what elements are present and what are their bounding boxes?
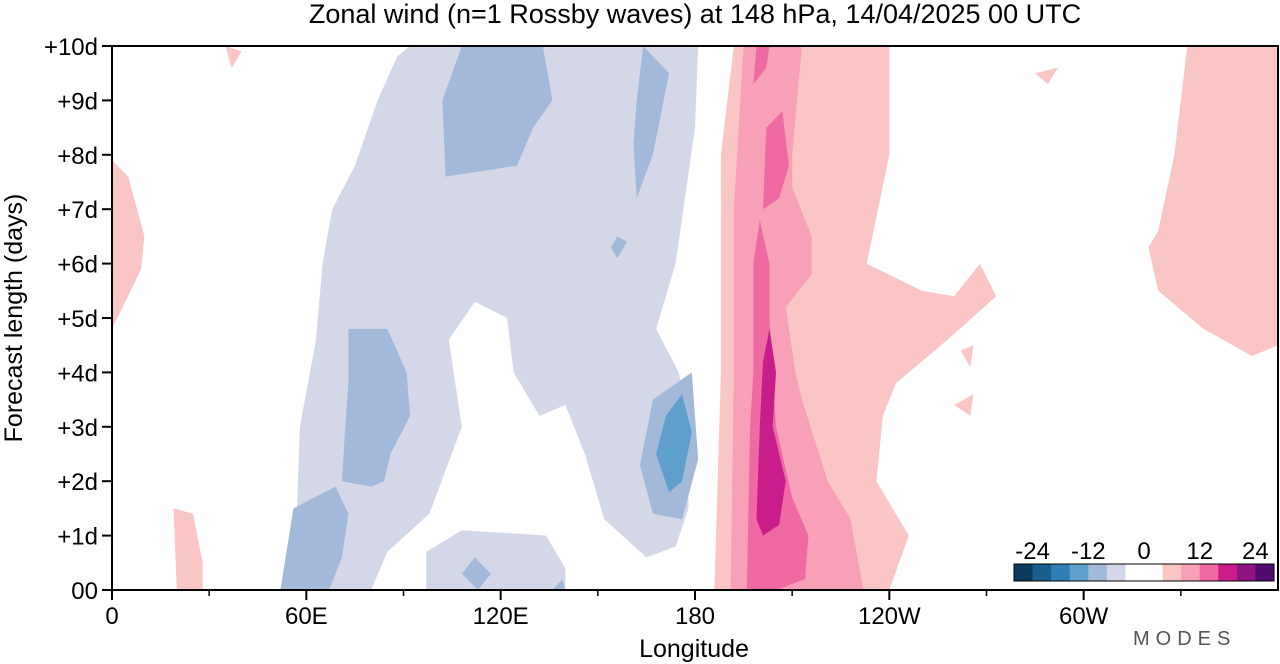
x-tick-label: 60E bbox=[285, 603, 328, 630]
contour-region-3-7 bbox=[960, 345, 974, 367]
contour-region-2-0 bbox=[656, 394, 692, 493]
contour-region-1-3 bbox=[633, 46, 670, 199]
plot-area: 0 60E 120E 180 120W 60W 00 +1d +2d +3d +4d +5d +6d +… bbox=[44, 34, 1279, 630]
x-tick-label: 120W bbox=[858, 603, 921, 630]
y-tick-label: 00 bbox=[71, 578, 98, 605]
colorbar-swatch bbox=[1051, 564, 1071, 581]
colorbar-swatch bbox=[1144, 564, 1163, 581]
x-tick-label: 0 bbox=[105, 603, 118, 630]
colorbar-swatch bbox=[1181, 564, 1201, 581]
y-axis: 00 +1d +2d +3d +4d +5d +6d +7d +8d +9d +10d bbox=[44, 34, 112, 605]
contour-region-5-2 bbox=[753, 46, 770, 85]
y-tick-label: +9d bbox=[57, 88, 98, 115]
contour-region-3-1 bbox=[112, 160, 145, 329]
y-tick-label: +10d bbox=[44, 34, 98, 61]
colorbar-swatch bbox=[1106, 564, 1126, 581]
colorbar-swatch bbox=[1199, 564, 1219, 581]
x-tick-label: 60W bbox=[1059, 603, 1109, 630]
colorbar-label: -12 bbox=[1071, 538, 1106, 565]
colorbar-swatch bbox=[1088, 564, 1108, 581]
y-tick-label: +8d bbox=[57, 143, 98, 170]
contour-region-3-2 bbox=[173, 508, 203, 590]
colorbar-swatch bbox=[1255, 564, 1275, 581]
colorbar-swatch bbox=[1125, 564, 1145, 581]
contour-region-3-4 bbox=[1148, 46, 1278, 357]
colorbar-swatch bbox=[1032, 564, 1052, 581]
contour-region-3-3 bbox=[225, 46, 242, 68]
y-tick-label: +1d bbox=[57, 524, 98, 551]
x-tick-label: 180 bbox=[675, 603, 715, 630]
y-tick-label: +7d bbox=[57, 197, 98, 224]
colorbar-label: -24 bbox=[1015, 538, 1050, 565]
y-axis-label: Forecast length (days) bbox=[0, 194, 28, 443]
modes-logo: MODES bbox=[1133, 628, 1236, 650]
colorbar-label: 12 bbox=[1186, 538, 1213, 565]
contour-region-3-5 bbox=[1035, 67, 1058, 85]
y-tick-label: +5d bbox=[57, 306, 98, 333]
contour-region-1-4 bbox=[610, 236, 627, 259]
contour-region-1-7 bbox=[552, 579, 566, 590]
x-axis: 0 60E 120E 180 120W 60W bbox=[105, 590, 1182, 630]
colorbar: -24 -12 0 12 24 bbox=[1011, 538, 1277, 583]
contour-region-6-0 bbox=[756, 328, 786, 536]
x-tick-label: 120E bbox=[473, 603, 529, 630]
y-tick-label: +6d bbox=[57, 252, 98, 279]
contour-region-3-6 bbox=[954, 394, 974, 416]
contour-region-1-0 bbox=[280, 486, 349, 590]
colorbar-swatch bbox=[1236, 564, 1256, 581]
contour-region-5-1 bbox=[763, 111, 789, 210]
colorbar-label: 24 bbox=[1242, 538, 1269, 565]
colorbar-swatch bbox=[1162, 564, 1182, 581]
contour-fields bbox=[112, 46, 1278, 590]
chart-title: Zonal wind (n=1 Rossby waves) at 148 hPa… bbox=[309, 0, 1081, 29]
colorbar-swatch bbox=[1014, 564, 1033, 581]
x-axis-label: Longitude bbox=[639, 635, 749, 663]
colorbar-swatch bbox=[1218, 564, 1238, 581]
colorbar-label: 0 bbox=[1137, 538, 1150, 565]
contour-region-1-6 bbox=[461, 557, 491, 590]
colorbar-outline bbox=[1013, 563, 1275, 582]
colorbar-swatch bbox=[1069, 564, 1089, 581]
y-tick-label: +4d bbox=[57, 360, 98, 387]
y-tick-label: +2d bbox=[57, 469, 98, 496]
contour-region-0-1 bbox=[426, 530, 566, 590]
contour-region-1-1 bbox=[342, 328, 410, 487]
y-tick-label: +3d bbox=[57, 415, 98, 442]
contour-region-1-2 bbox=[442, 46, 553, 177]
